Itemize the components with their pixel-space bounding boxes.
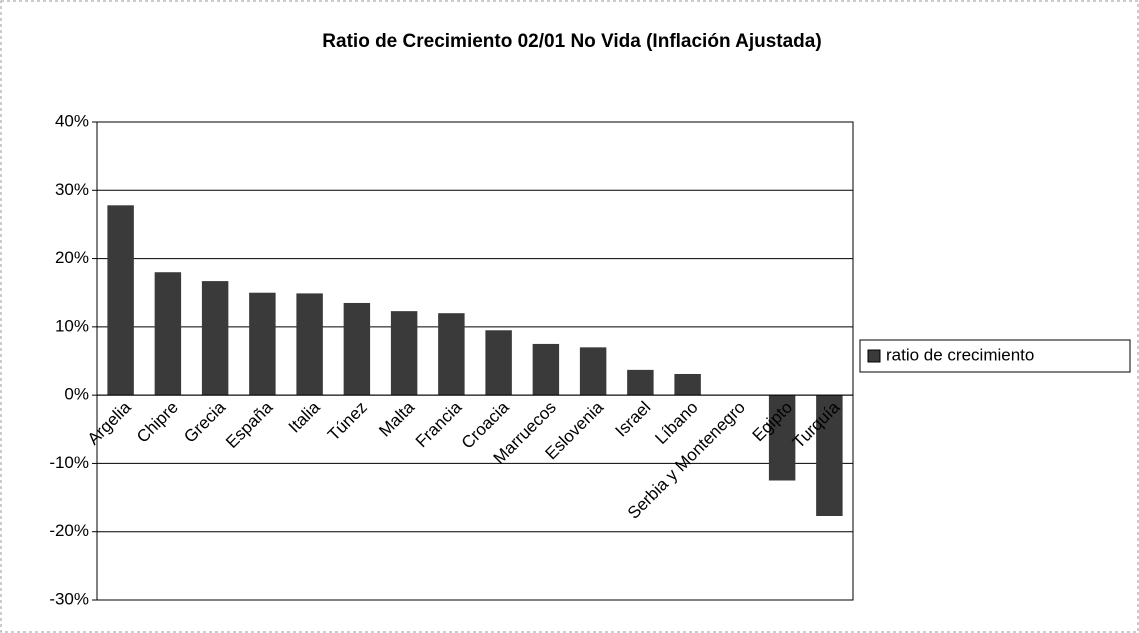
bar bbox=[627, 369, 654, 396]
bar bbox=[343, 302, 371, 396]
y-tick-label: -30% bbox=[49, 589, 89, 608]
y-tick-label: -10% bbox=[49, 453, 89, 472]
legend-swatch bbox=[867, 349, 881, 363]
bar bbox=[249, 292, 276, 396]
bar bbox=[154, 272, 182, 396]
y-tick-label: 20% bbox=[55, 248, 89, 267]
legend-label: ratio de crecimiento bbox=[886, 345, 1034, 364]
bar bbox=[768, 395, 796, 481]
y-tick-label: 10% bbox=[55, 316, 89, 335]
bar bbox=[532, 343, 560, 396]
bar bbox=[816, 395, 843, 517]
bar bbox=[674, 373, 701, 396]
bar bbox=[107, 205, 134, 396]
bar bbox=[390, 311, 418, 396]
y-tick-label: 30% bbox=[55, 180, 89, 199]
bar bbox=[201, 281, 229, 396]
bar bbox=[296, 293, 323, 396]
y-tick-label: 40% bbox=[55, 111, 89, 130]
bar bbox=[438, 313, 465, 396]
y-tick-label: 0% bbox=[64, 385, 89, 404]
y-tick-label: -20% bbox=[49, 521, 89, 540]
bar bbox=[579, 347, 607, 396]
chart-title: Ratio de Crecimiento 02/01 No Vida (Infl… bbox=[322, 31, 821, 52]
bar bbox=[485, 330, 512, 396]
legend-box bbox=[859, 339, 1131, 373]
